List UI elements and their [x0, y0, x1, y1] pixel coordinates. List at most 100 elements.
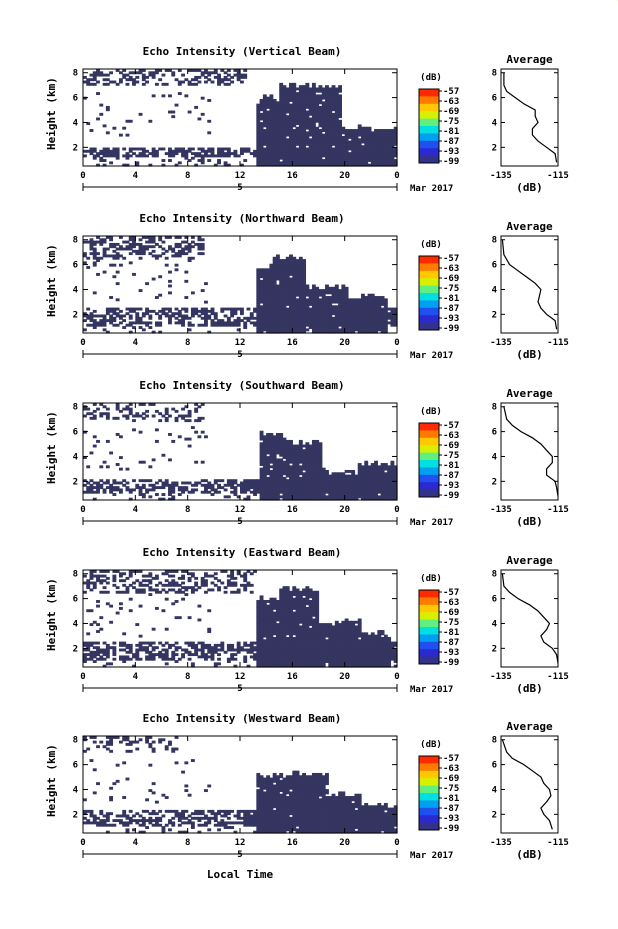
heatmap-cell: [269, 597, 274, 601]
heatmap-cell: [354, 307, 359, 311]
x-tick-label: 20: [339, 338, 350, 348]
heatmap-cell: [289, 122, 293, 126]
heatmap-cell: [289, 460, 293, 464]
heatmap-cell: [292, 328, 297, 332]
heatmap-cell: [328, 286, 333, 290]
heatmap-cell: [226, 307, 231, 311]
heatmap-cell: [207, 483, 212, 487]
heatmap-cell: [377, 305, 382, 309]
heatmap-cell: [92, 321, 97, 325]
heatmap-cell: [83, 319, 87, 323]
heatmap-cell: [243, 497, 248, 501]
heatmap-cell: [125, 481, 130, 485]
colorbar-tick-label: -87: [443, 137, 459, 147]
heatmap-cell: [262, 133, 267, 137]
heatmap-cell: [109, 80, 114, 84]
heatmap-cell: [357, 323, 362, 327]
heatmap-cell: [285, 323, 290, 327]
heatmap-cell: [328, 147, 333, 151]
heatmap-cell: [302, 488, 307, 492]
heatmap-cell: [308, 446, 313, 450]
heatmap-cell: [272, 307, 277, 311]
heatmap-cell: [92, 149, 97, 153]
heatmap-cell: [321, 289, 326, 293]
heatmap-cell: [275, 609, 280, 613]
heatmap-cell: [305, 312, 310, 316]
heatmap-cell: [187, 259, 192, 263]
heatmap-cell: [200, 655, 205, 659]
heatmap-cell: [92, 403, 97, 406]
heatmap-cell: [279, 259, 284, 263]
heatmap-cell: [233, 479, 238, 483]
heatmap-cell: [377, 296, 382, 299]
heatmap-cell: [266, 289, 271, 293]
heatmap-cell: [328, 129, 333, 132]
heatmap-cell: [269, 286, 274, 290]
heatmap-cell: [256, 124, 261, 128]
heatmap-cell: [275, 495, 280, 499]
heatmap-cell: [315, 316, 320, 320]
heatmap-cell: [282, 328, 287, 332]
heatmap-cell: [275, 613, 280, 617]
heatmap-cell: [210, 574, 215, 578]
heatmap-cell: [370, 467, 375, 471]
heatmap-cell: [383, 463, 388, 466]
heatmap-cell: [289, 161, 293, 165]
heatmap-cell: [302, 259, 307, 263]
heatmap-cell: [393, 159, 398, 162]
heatmap-cell: [318, 119, 323, 123]
heatmap-cell: [112, 275, 117, 279]
heatmap-cell: [266, 435, 271, 439]
heatmap-cell: [325, 101, 329, 105]
heatmap-cell: [344, 497, 349, 501]
heatmap-cell: [141, 648, 146, 652]
heatmap-cell: [256, 115, 261, 119]
heatmap-cell: [210, 154, 215, 158]
heatmap-cell: [361, 298, 365, 302]
heatmap-cell: [233, 493, 238, 496]
heatmap-cell: [321, 138, 326, 142]
heatmap-cell: [308, 92, 313, 96]
heatmap-cell: [311, 147, 316, 151]
heatmap-cell: [246, 479, 251, 483]
heatmap-cell: [295, 486, 300, 490]
heatmap-cell: [374, 312, 378, 316]
heatmap-cell: [118, 254, 123, 258]
heatmap-cell: [334, 490, 339, 494]
heatmap-cell: [289, 154, 293, 158]
heatmap-cell: [83, 261, 87, 265]
heatmap-cell: [377, 481, 382, 485]
heatmap-cell: [279, 646, 284, 650]
heatmap-cell: [154, 409, 159, 413]
heatmap-cell: [112, 479, 117, 483]
heatmap-cell: [259, 300, 264, 304]
heatmap-cell: [230, 646, 235, 650]
heatmap-cell: [334, 135, 339, 139]
heatmap-cell: [262, 611, 267, 615]
heatmap-cell: [266, 467, 271, 471]
heatmap-cell: [240, 147, 244, 151]
heatmap-cell: [230, 321, 235, 325]
heatmap-cell: [282, 156, 287, 160]
heatmap-cell: [259, 147, 264, 151]
heatmap-cell: [266, 307, 271, 311]
heatmap-cell: [174, 245, 179, 249]
heatmap-cell: [279, 620, 284, 624]
heatmap-cell: [151, 657, 156, 661]
heatmap-cell: [370, 305, 375, 309]
heatmap-cell: [105, 73, 110, 77]
heatmap-cell: [370, 163, 375, 167]
x-tick-label: 0: [80, 505, 85, 515]
heatmap-cell: [302, 85, 307, 89]
heatmap-cell: [325, 488, 329, 492]
heatmap-cell: [164, 590, 169, 594]
heatmap-cell: [308, 149, 313, 153]
heatmap-cell: [279, 316, 284, 320]
heatmap-cell: [275, 449, 280, 453]
heatmap-cell: [367, 138, 372, 142]
heatmap-cell: [236, 321, 241, 325]
heatmap-cell: [132, 326, 136, 329]
heatmap-cell: [308, 463, 313, 466]
colorbar-swatch: [419, 452, 439, 461]
heatmap-cell: [275, 261, 280, 265]
